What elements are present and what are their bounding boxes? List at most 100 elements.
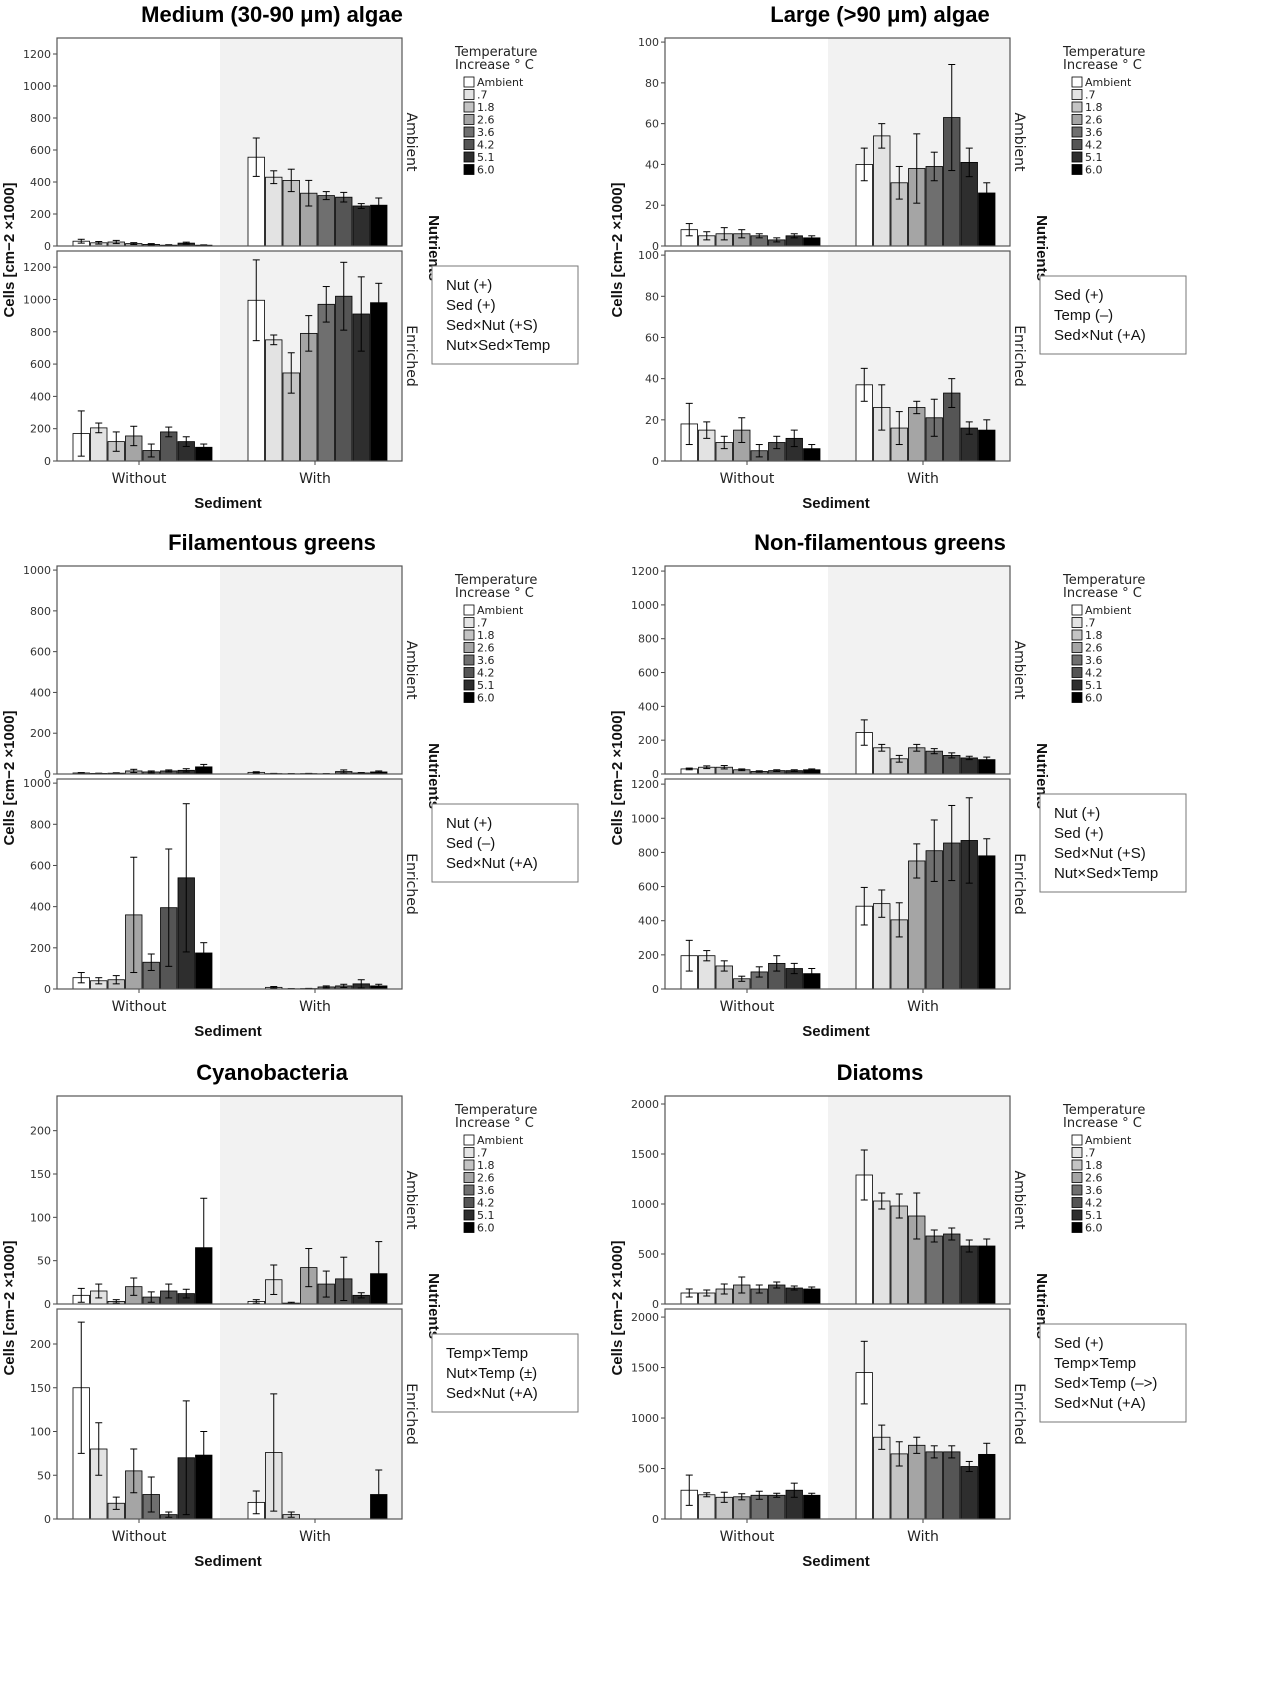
x-tick-label: Without	[720, 1529, 775, 1545]
x-axis-title: Sediment	[802, 495, 870, 512]
legend-item-2: 1.8	[1085, 629, 1103, 642]
y-tick-label: 200	[30, 727, 51, 740]
legend-title: Increase ° C	[1063, 58, 1142, 73]
stats-box-frame	[1039, 1323, 1187, 1423]
y-tick-label: 0	[652, 1298, 659, 1311]
legend-item-5: 4.2	[1085, 139, 1103, 152]
y-tick-label: 0	[44, 1298, 51, 1311]
stats-box-frame	[431, 1333, 579, 1413]
legend-item-1: .7	[477, 1147, 488, 1160]
legend-item-5: 4.2	[1085, 667, 1103, 680]
facet-ambient: 0 200 400 600 800 1000 Ambient	[23, 564, 419, 781]
legend-item-3: 2.6	[477, 1172, 495, 1185]
bar-with-4	[317, 303, 335, 462]
legend-item-0: Ambient	[477, 1134, 524, 1147]
y-tick-label: 0	[44, 455, 51, 468]
legend-swatch-6	[1071, 151, 1083, 163]
legend-swatch-1	[1071, 89, 1083, 100]
legend-item-3: 2.6	[1085, 642, 1103, 655]
stats-line-1: Nut×Temp (±)	[446, 1365, 537, 1382]
stats-line-3: Sed×Nut (+A)	[1054, 1395, 1146, 1412]
bar-with-6	[352, 205, 370, 247]
y-tick-label: 0	[44, 768, 51, 781]
chart-title: Filamentous greens	[168, 530, 376, 555]
facet-variable-label: Nutrients	[1033, 1273, 1050, 1339]
facet-strip-label: Ambient	[403, 1171, 419, 1230]
bar-with-7	[978, 855, 996, 990]
bar-with-3	[908, 860, 926, 990]
chart-title: Diatoms	[837, 1060, 924, 1085]
facet-strip-label: Enriched	[1011, 325, 1027, 386]
legend-swatch-5	[1071, 1197, 1083, 1208]
legend-title: Increase ° C	[455, 58, 534, 73]
legend-item-0: Ambient	[477, 604, 524, 617]
legend-item-6: 5.1	[1085, 679, 1103, 692]
legend-item-1: .7	[477, 617, 488, 630]
legend-swatch-0	[463, 76, 475, 88]
facet-enriched: 0 200 400 600 800 1000 1200 Enriched	[23, 250, 419, 468]
y-axis-title: Cells [cm−2 ×1000]	[609, 710, 626, 845]
bar-with-6	[960, 757, 978, 775]
stats-line-1: Sed (+)	[446, 297, 496, 314]
legend-item-4: 3.6	[1085, 1184, 1103, 1197]
legend-item-0: Ambient	[477, 76, 524, 89]
y-tick-label: 100	[638, 249, 659, 262]
legend-swatch-0	[1071, 1134, 1083, 1146]
y-tick-label: 600	[638, 881, 659, 894]
y-tick-label: 0	[44, 1513, 51, 1526]
legend-item-6: 5.1	[477, 679, 495, 692]
legend-swatch-0	[463, 604, 475, 616]
legend-swatch-5	[1071, 667, 1083, 678]
stats-line-0: Temp×Temp	[446, 1345, 528, 1362]
y-tick-label: 0	[44, 983, 51, 996]
legend-item-3: 2.6	[477, 642, 495, 655]
facet-frame	[664, 1308, 1011, 1520]
bar-with-4	[925, 1235, 943, 1305]
chart-panel-4: Cyanobacteria 0 50 100 150 200 Ambient 0 50 100 15…	[1, 1060, 579, 1570]
y-tick-label: 1200	[631, 565, 659, 578]
facet-ambient: 0 500 1000 1500 2000 Ambient	[631, 1095, 1027, 1311]
legend-swatch-3	[1071, 1172, 1083, 1183]
y-tick-label: 1500	[631, 1148, 659, 1161]
y-tick-label: 500	[638, 1248, 659, 1261]
legend-swatch-7	[1071, 164, 1083, 175]
legend-swatch-0	[1071, 604, 1083, 616]
legend-swatch-6	[1071, 679, 1083, 691]
y-tick-label: 80	[645, 77, 659, 90]
legend-swatch-7	[463, 164, 475, 175]
x-tick-label: With	[907, 999, 939, 1015]
stats-line-2: Sed×Nut (+A)	[1054, 327, 1146, 344]
y-tick-label: 0	[652, 768, 659, 781]
y-tick-label: 1000	[23, 777, 51, 790]
legend-swatch-6	[463, 1209, 475, 1221]
legend-swatch-1	[1071, 1147, 1083, 1158]
legend-item-0: Ambient	[1085, 604, 1132, 617]
y-tick-label: 200	[638, 734, 659, 747]
legend-item-7: 6.0	[477, 1222, 495, 1235]
chart-panel-3: Non-filamentous greens 0 200 400 600 800 1000 1…	[609, 530, 1187, 1040]
with-sediment-shading	[828, 566, 1010, 774]
y-tick-label: 200	[30, 942, 51, 955]
legend-swatch-0	[1071, 76, 1083, 88]
facet-variable-label: Nutrients	[1033, 215, 1050, 281]
legend-swatch-2	[463, 629, 475, 641]
legend-item-7: 6.0	[477, 692, 495, 705]
facet-enriched: 0 20 40 60 80 100 Enriched	[638, 249, 1027, 468]
bar-with-7	[370, 302, 388, 462]
legend-item-7: 6.0	[1085, 1222, 1103, 1235]
facet-frame	[664, 1095, 1011, 1305]
x-axis-title: Sediment	[194, 495, 262, 512]
x-tick-label: Without	[720, 471, 775, 487]
y-tick-label: 800	[638, 846, 659, 859]
facet-frame	[664, 565, 1011, 775]
y-tick-label: 40	[645, 158, 659, 171]
facet-variable-label: Nutrients	[425, 743, 442, 809]
legend-item-4: 3.6	[477, 126, 495, 139]
legend-title: Temperature	[454, 1103, 537, 1118]
facet-strip-label: Ambient	[403, 113, 419, 172]
legend-swatch-7	[463, 1222, 475, 1233]
legend-title: Increase ° C	[455, 1116, 534, 1131]
chart-panel-5: Diatoms 0 500 1000 1500 2000 Ambient 0 500 1000 15…	[609, 1060, 1187, 1570]
legend-swatch-4	[1071, 126, 1083, 138]
